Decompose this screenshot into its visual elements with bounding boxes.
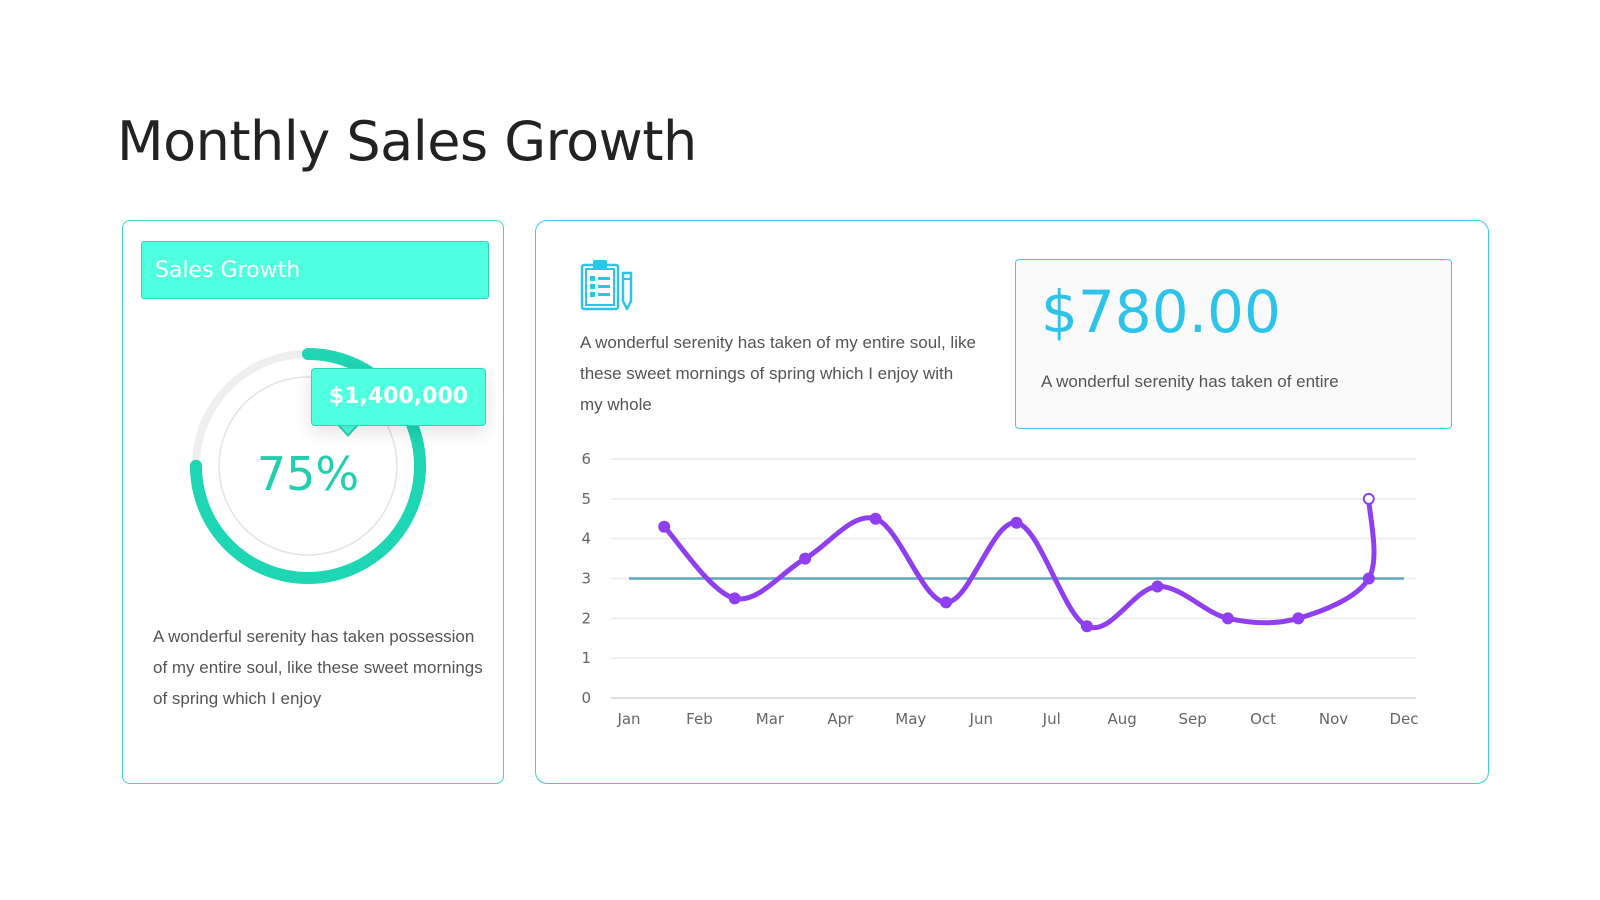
tooltip-tail-inner <box>339 424 357 434</box>
x-tick-label: Aug <box>1108 710 1137 728</box>
x-tick-label: Dec <box>1389 710 1418 728</box>
x-tick-label: Sep <box>1178 710 1206 728</box>
page-title: Monthly Sales Growth <box>117 110 697 173</box>
y-tick-label: 2 <box>581 609 591 627</box>
x-tick-label: Jan <box>616 710 640 728</box>
x-tick-label: Mar <box>756 710 785 728</box>
data-point <box>658 520 671 533</box>
monthly-chart-card: A wonderful serenity has taken of my ent… <box>535 220 1489 784</box>
data-point <box>1362 492 1375 505</box>
x-tick-label: Feb <box>686 710 713 728</box>
percent-label: 75% <box>256 447 360 501</box>
y-tick-label: 3 <box>581 570 591 588</box>
x-tick-label: May <box>895 710 926 728</box>
value-amount: $780.00 <box>1041 278 1281 346</box>
value-box: $780.00 A wonderful serenity has taken o… <box>1015 259 1452 429</box>
data-point <box>1221 612 1234 625</box>
data-point <box>940 596 953 609</box>
x-tick-label: Jun <box>969 710 993 728</box>
y-tick-label: 6 <box>581 450 591 468</box>
x-tick-label: Nov <box>1319 710 1348 728</box>
x-axis-ticks: Jan Feb Mar Apr May Jun Jul Aug Sep Oct Nov Dec <box>616 710 1418 728</box>
data-point <box>1362 572 1375 585</box>
data-point <box>728 592 741 605</box>
data-point <box>1080 620 1093 633</box>
y-tick-label: 5 <box>581 490 591 508</box>
value-tooltip: $1,400,000 <box>311 368 486 426</box>
data-point <box>799 552 812 565</box>
data-point <box>869 512 882 525</box>
donut-progress-arc <box>190 348 426 584</box>
sales-growth-header: Sales Growth <box>141 241 489 299</box>
y-tick-label: 1 <box>581 649 591 667</box>
sales-growth-description: A wonderful serenity has taken possessio… <box>153 627 483 708</box>
monthly-line-chart: 0 1 2 3 4 5 6 Jan Feb Mar Apr May Jun Jul Aug Sep Oct No… <box>581 450 1418 728</box>
x-tick-label: Apr <box>827 710 854 728</box>
data-point <box>1151 580 1164 593</box>
value-description: A wonderful serenity has taken of entire <box>1041 372 1339 391</box>
x-tick-label: Oct <box>1250 710 1276 728</box>
clipboard-icon <box>580 260 633 311</box>
data-point <box>1292 612 1305 625</box>
y-axis-ticks: 0 1 2 3 4 5 6 <box>581 450 591 707</box>
sales-growth-card: Sales Growth 75% $1,400,000 A wonderful … <box>122 220 504 784</box>
y-tick-label: 4 <box>581 530 591 548</box>
chart-series <box>629 492 1404 633</box>
chart-card-description: A wonderful serenity has taken of my ent… <box>580 333 976 414</box>
data-point <box>1010 516 1023 529</box>
x-tick-label: Jul <box>1042 710 1061 728</box>
y-tick-label: 0 <box>581 689 591 707</box>
